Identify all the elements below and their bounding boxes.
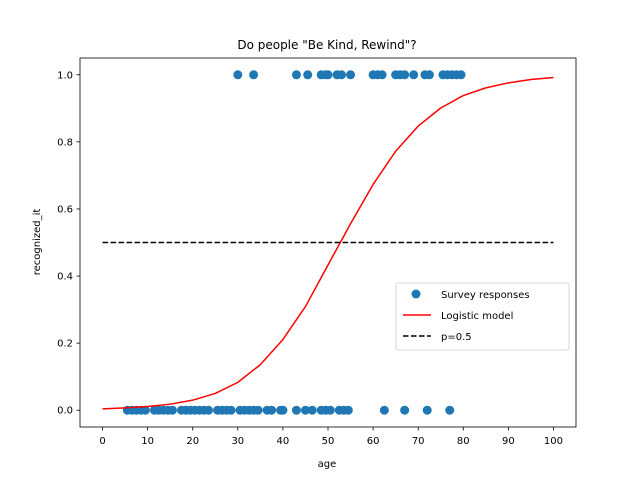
- x-tick-label: 90: [502, 436, 515, 447]
- survey-response-point: [379, 405, 389, 415]
- survey-response-point: [253, 405, 263, 415]
- y-tick-label: 0.0: [57, 406, 73, 417]
- legend-label: Logistic model: [441, 311, 513, 322]
- survey-response-point: [233, 70, 243, 80]
- survey-response-point: [267, 405, 277, 415]
- survey-response-point: [422, 405, 432, 415]
- survey-response-point: [307, 405, 317, 415]
- plot-area: [102, 70, 554, 415]
- legend: Survey responses Logistic model p=0.5: [395, 282, 570, 351]
- survey-response-point: [456, 70, 466, 80]
- x-tick-label: 10: [141, 436, 154, 447]
- survey-response-point: [300, 405, 310, 415]
- survey-response-point: [226, 405, 236, 415]
- x-axis-label: age: [318, 459, 337, 470]
- survey-response-point: [346, 70, 356, 80]
- y-tick-label: 0.2: [57, 339, 73, 350]
- survey-response-point: [167, 405, 177, 415]
- x-tick-label: 20: [186, 436, 199, 447]
- logistic-curve: [102, 76, 554, 410]
- survey-response-point: [445, 405, 455, 415]
- legend-box: [395, 282, 570, 351]
- survey-response-point: [400, 405, 410, 415]
- survey-response-point: [325, 405, 335, 415]
- x-tick-label: 60: [367, 436, 380, 447]
- y-tick-label: 0.8: [57, 137, 73, 148]
- legend-label: p=0.5: [441, 332, 472, 343]
- survey-response-point: [278, 405, 288, 415]
- axis-ticks: 0 10 20 30 40 50 60 70 80 90 100 0.0 0.2 0.4 0.6 0.8 1.0: [57, 70, 563, 447]
- legend-marker: [411, 289, 421, 299]
- x-tick-label: 100: [544, 436, 563, 447]
- survey-response-point: [424, 70, 434, 80]
- x-tick-label: 30: [231, 436, 244, 447]
- survey-response-point: [337, 70, 347, 80]
- legend-label: Survey responses: [441, 290, 530, 301]
- x-tick-label: 70: [412, 436, 425, 447]
- survey-response-point: [409, 70, 419, 80]
- survey-response-point: [249, 70, 259, 80]
- chart-title: Do people "Be Kind, Rewind"?: [237, 38, 416, 52]
- survey-response-point: [323, 70, 333, 80]
- survey-response-point: [303, 70, 313, 80]
- survey-response-point: [291, 405, 301, 415]
- x-tick-label: 40: [277, 436, 290, 447]
- y-tick-label: 1.0: [57, 70, 73, 81]
- survey-response-point: [204, 405, 214, 415]
- y-tick-label: 0.4: [57, 272, 73, 283]
- y-tick-label: 0.6: [57, 204, 73, 215]
- survey-response-point: [343, 405, 353, 415]
- survey-response-point: [291, 70, 301, 80]
- survey-response-point: [400, 70, 410, 80]
- x-tick-label: 80: [457, 436, 470, 447]
- y-axis-label: recognized_it: [32, 209, 43, 276]
- survey-response-point: [140, 405, 150, 415]
- x-tick-label: 50: [322, 436, 335, 447]
- survey-response-point: [377, 70, 387, 80]
- x-tick-label: 0: [99, 436, 105, 447]
